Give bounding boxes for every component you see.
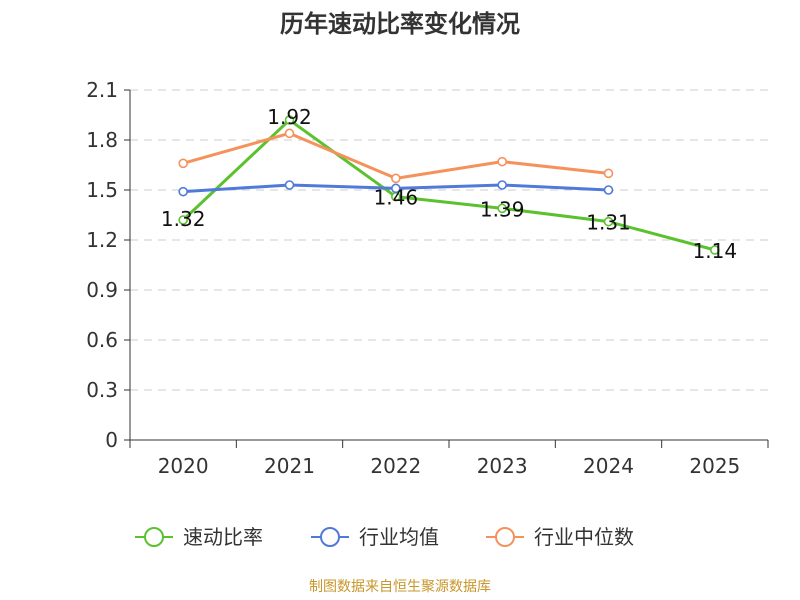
y-tick-label-1: 0.3 — [86, 378, 118, 402]
series-0-point-2024 — [603, 216, 614, 227]
series-0-point-2021 — [284, 115, 295, 125]
series-0-point-2025 — [710, 245, 720, 255]
data-label-2025: 1.14 — [693, 239, 738, 263]
data-label-2023: 1.39 — [480, 197, 525, 221]
series-1-point-2020 — [178, 186, 188, 197]
series-layer — [178, 115, 720, 255]
data-label-2022: 1.46 — [374, 186, 419, 210]
legend-label: 行业均值 — [359, 525, 439, 549]
y-tick-label-7: 2.1 — [86, 78, 118, 102]
legend-swatch-marker — [495, 527, 515, 547]
series-2-point-2021 — [284, 128, 295, 139]
y-tick-label-4: 1.2 — [86, 228, 118, 252]
series-0-point-2020 — [178, 215, 188, 225]
source-note: 制图数据来自恒生聚源数据库 — [309, 579, 491, 595]
series-2-point-2020 — [178, 158, 188, 169]
y-tick-label-6: 1.8 — [86, 128, 118, 152]
y-tick-label-5: 1.5 — [86, 178, 118, 202]
legend-label: 行业中位数 — [534, 525, 634, 549]
series-1-point-2023 — [497, 180, 507, 190]
x-tick-label-2021: 2021 — [264, 454, 315, 478]
series-line-0 — [182, 118, 716, 252]
data-label-2020: 1.32 — [161, 207, 206, 231]
chart-title: 历年速动比率变化情况 — [280, 10, 520, 38]
x-tick-label-2020: 2020 — [158, 454, 209, 478]
series-0-point-2023 — [497, 203, 507, 214]
axes: 0 0.3 0.6 0.9 1.2 1.5 1.8 2.1 2020 2021 2022 2023 20… — [86, 78, 769, 478]
legend-label: 速动比率 — [183, 525, 263, 549]
x-tick-label-2023: 2023 — [477, 454, 528, 478]
y-tick-label-0: 0 — [105, 428, 118, 452]
series-2-point-2023 — [497, 156, 507, 167]
y-tick-label-2: 0.6 — [86, 328, 118, 352]
series-1-point-2024 — [603, 185, 614, 195]
legend-item-1[interactable]: 行业均值 — [311, 525, 439, 549]
x-tick-label-2025: 2025 — [689, 454, 740, 478]
legend-swatch-marker — [144, 527, 164, 547]
x-tick-label-2024: 2024 — [583, 454, 634, 478]
series-1-point-2021 — [284, 180, 295, 190]
legend-item-2[interactable]: 行业中位数 — [486, 525, 634, 549]
y-tick-label-3: 0.9 — [86, 278, 118, 302]
legend-swatch-marker — [320, 527, 340, 547]
data-label-2024: 1.31 — [586, 211, 631, 235]
data-label-2021: 1.92 — [267, 105, 312, 129]
series-2-point-2022 — [391, 173, 401, 184]
x-tick-label-2022: 2022 — [370, 454, 421, 478]
series-2-point-2024 — [603, 168, 614, 179]
legend[interactable]: 速动比率 行业均值 行业中位数 — [135, 525, 634, 549]
legend-item-0[interactable]: 速动比率 — [135, 525, 263, 549]
series-1-point-2022 — [391, 183, 401, 194]
data-labels: 1.32 1.92 1.46 1.39 1.31 1.14 — [161, 105, 737, 263]
